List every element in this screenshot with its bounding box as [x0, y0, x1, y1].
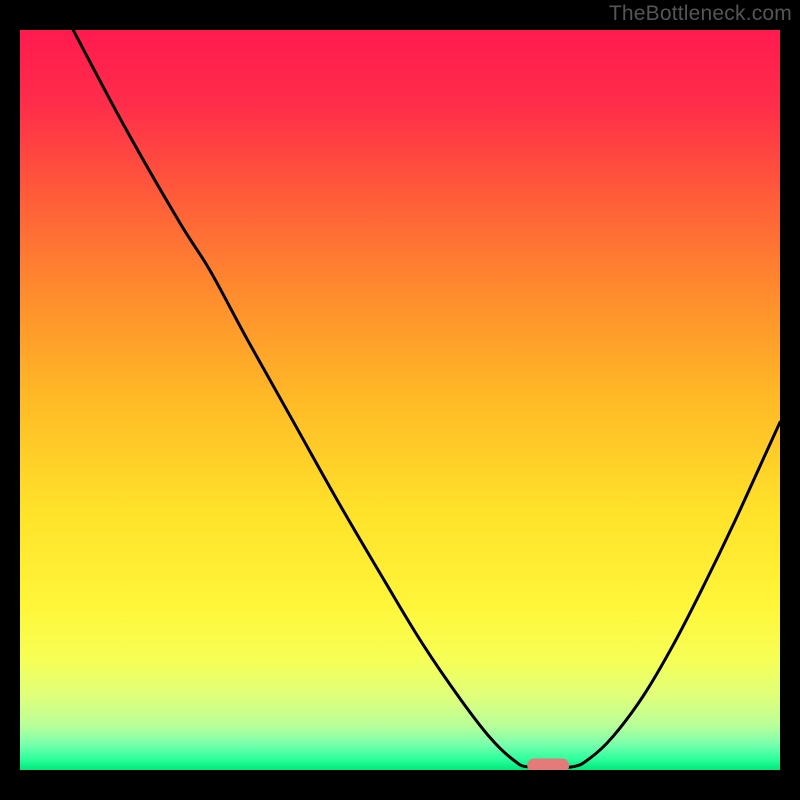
- bottleneck-chart: TheBottleneck.com: [0, 0, 800, 800]
- attribution-text: TheBottleneck.com: [609, 2, 792, 26]
- chart-svg: [0, 0, 800, 800]
